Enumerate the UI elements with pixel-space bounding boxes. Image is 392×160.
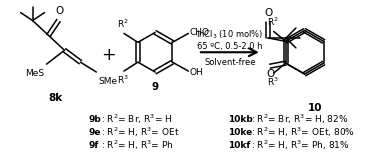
Text: 9f: 9f: [88, 141, 99, 150]
Text: 8k: 8k: [48, 93, 63, 103]
Text: InCl$_3$ (10 mol%): InCl$_3$ (10 mol%): [196, 28, 263, 41]
Text: : R$^2$= Br, R$^3$= H: : R$^2$= Br, R$^3$= H: [102, 113, 173, 126]
Text: 9: 9: [152, 82, 159, 92]
Text: : R$^2$= H, R$^3$= Ph: : R$^2$= H, R$^3$= Ph: [102, 139, 174, 152]
Text: 65 ºC, 0.5-2.0 h: 65 ºC, 0.5-2.0 h: [197, 42, 263, 51]
Text: SMe: SMe: [98, 77, 118, 86]
Text: 10kf: 10kf: [228, 141, 250, 150]
Text: 9e: 9e: [88, 128, 101, 137]
Text: R$^2$: R$^2$: [117, 18, 129, 30]
Text: : R$^2$= H, R$^3$= OEt, 80%: : R$^2$= H, R$^3$= OEt, 80%: [251, 126, 355, 139]
Text: +: +: [101, 46, 116, 64]
Text: O: O: [267, 69, 275, 79]
Text: : R$^2$= H, R$^3$= OEt: : R$^2$= H, R$^3$= OEt: [102, 126, 180, 139]
Text: R$^2$: R$^2$: [267, 16, 279, 28]
Text: R$^3$: R$^3$: [267, 76, 279, 88]
Text: 9b: 9b: [88, 115, 101, 124]
Text: 10kb: 10kb: [228, 115, 252, 124]
Text: R$^3$: R$^3$: [117, 74, 129, 86]
Text: : R$^2$= H, R$^3$= Ph, 81%: : R$^2$= H, R$^3$= Ph, 81%: [251, 139, 350, 152]
Text: OH: OH: [189, 68, 203, 77]
Text: : R$^2$= Br, R$^3$= H, 82%: : R$^2$= Br, R$^3$= H, 82%: [251, 113, 348, 126]
Text: 10ke: 10ke: [228, 128, 252, 137]
Text: O: O: [55, 6, 64, 16]
Text: MeS: MeS: [25, 69, 45, 78]
Text: O: O: [264, 8, 272, 18]
Text: 10: 10: [307, 103, 322, 113]
Text: CHO: CHO: [189, 28, 209, 37]
Text: Solvent-free: Solvent-free: [204, 58, 256, 67]
